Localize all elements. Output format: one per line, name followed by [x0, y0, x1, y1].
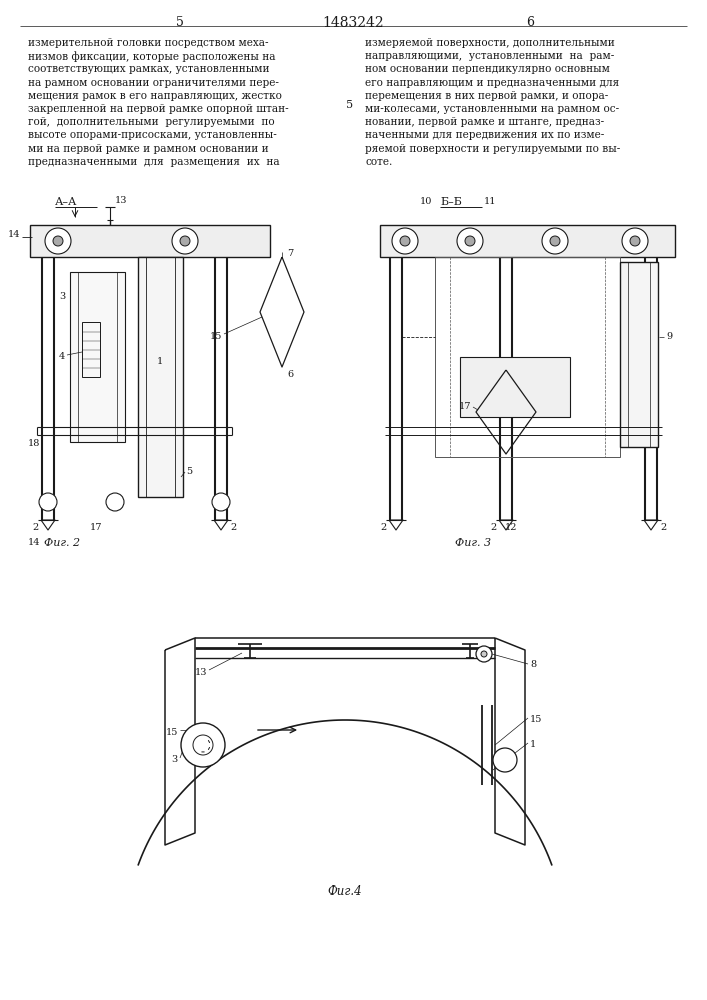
Text: 6: 6: [287, 370, 293, 379]
Circle shape: [106, 493, 124, 511]
Circle shape: [465, 236, 475, 246]
Text: направляющими,  установленными  на  рам-: направляющими, установленными на рам-: [365, 51, 614, 61]
Text: ном основании перпендикулярно основным: ном основании перпендикулярно основным: [365, 64, 610, 74]
Text: 10: 10: [420, 197, 432, 206]
Circle shape: [481, 651, 487, 657]
Text: 15: 15: [165, 728, 178, 737]
Text: 6: 6: [526, 16, 534, 29]
Text: 8: 8: [530, 660, 536, 669]
Text: 2: 2: [491, 523, 497, 532]
Text: 3: 3: [59, 292, 65, 301]
Bar: [70, 272, 125, 442]
Text: соответствующих рамках, установленными: соответствующих рамках, установленными: [28, 64, 269, 74]
Text: на рамном основании ограничителями пере-: на рамном основании ограничителями пере-: [28, 78, 279, 88]
Text: 4: 4: [59, 352, 65, 361]
Text: 13: 13: [194, 668, 207, 677]
Circle shape: [180, 236, 190, 246]
Text: 9: 9: [666, 332, 672, 341]
Text: высоте опорами-присосками, установленны-: высоте опорами-присосками, установленны-: [28, 130, 276, 140]
Text: 1: 1: [530, 740, 536, 749]
Bar: [380, 225, 675, 257]
Text: его направляющим и предназначенными для: его направляющим и предназначенными для: [365, 78, 619, 88]
Circle shape: [45, 228, 71, 254]
Bar: [460, 357, 570, 417]
Text: 5: 5: [176, 16, 184, 29]
Text: 14: 14: [8, 230, 20, 239]
Text: закрепленной на первой рамке опорной штан-: закрепленной на первой рамке опорной шта…: [28, 104, 288, 114]
Text: соте.: соте.: [365, 157, 392, 167]
Text: ми-колесами, установленными на рамном ос-: ми-колесами, установленными на рамном ос…: [365, 104, 619, 114]
Text: Б–Б: Б–Б: [440, 197, 462, 207]
Text: 5: 5: [186, 467, 192, 476]
Circle shape: [172, 228, 198, 254]
Text: наченными для передвижения их по изме-: наченными для передвижения их по изме-: [365, 130, 604, 140]
Text: А–А: А–А: [55, 197, 77, 207]
Circle shape: [476, 646, 492, 662]
Circle shape: [392, 228, 418, 254]
Text: 3: 3: [172, 755, 178, 764]
Text: Фиг.4: Фиг.4: [327, 885, 362, 898]
Circle shape: [193, 735, 213, 755]
Circle shape: [400, 236, 410, 246]
Text: 2: 2: [230, 523, 236, 532]
Text: измерительной головки посредством меха-: измерительной головки посредством меха-: [28, 38, 269, 48]
Text: 13: 13: [115, 196, 127, 205]
Text: 2: 2: [33, 523, 39, 532]
Text: 15: 15: [530, 715, 542, 724]
Text: новании, первой рамке и штанге, предназ-: новании, первой рамке и штанге, предназ-: [365, 117, 604, 127]
Circle shape: [493, 748, 517, 772]
Circle shape: [212, 493, 230, 511]
Circle shape: [39, 493, 57, 511]
Text: 1483242: 1483242: [322, 16, 384, 30]
Text: 17: 17: [459, 402, 471, 411]
Text: измеряемой поверхности, дополнительными: измеряемой поверхности, дополнительными: [365, 38, 615, 48]
Bar: [82, 322, 100, 377]
Circle shape: [542, 228, 568, 254]
Text: предназначенными  для  размещения  их  на: предназначенными для размещения их на: [28, 157, 280, 167]
Text: ряемой поверхности и регулируемыми по вы-: ряемой поверхности и регулируемыми по вы…: [365, 144, 620, 154]
Text: 14: 14: [28, 538, 40, 547]
Circle shape: [53, 236, 63, 246]
Text: 1: 1: [157, 357, 163, 366]
Text: 7: 7: [287, 249, 293, 258]
Bar: [30, 225, 270, 257]
Text: 12: 12: [505, 523, 518, 532]
Text: 2: 2: [381, 523, 387, 532]
Text: гой,  дополнительными  регулируемыми  по: гой, дополнительными регулируемыми по: [28, 117, 274, 127]
Bar: [620, 262, 658, 447]
Text: ми на первой рамке и рамном основании и: ми на первой рамке и рамном основании и: [28, 144, 269, 154]
Bar: [138, 257, 183, 497]
Text: низмов фиксации, которые расположены на: низмов фиксации, которые расположены на: [28, 51, 276, 62]
Text: 17: 17: [90, 523, 103, 532]
Text: Фиг. 2: Фиг. 2: [44, 538, 80, 548]
Circle shape: [457, 228, 483, 254]
Circle shape: [630, 236, 640, 246]
Text: 5: 5: [346, 100, 354, 110]
Text: 11: 11: [484, 197, 496, 206]
Text: перемещения в них первой рамки, и опора-: перемещения в них первой рамки, и опора-: [365, 91, 608, 101]
Bar: [435, 257, 620, 457]
Text: мещения рамок в его направляющих, жестко: мещения рамок в его направляющих, жестко: [28, 91, 282, 101]
Text: Фиг. 3: Фиг. 3: [455, 538, 491, 548]
Circle shape: [181, 723, 225, 767]
Text: 18: 18: [28, 439, 40, 448]
Circle shape: [622, 228, 648, 254]
Circle shape: [550, 236, 560, 246]
Text: 2: 2: [660, 523, 666, 532]
Text: 15: 15: [209, 332, 222, 341]
